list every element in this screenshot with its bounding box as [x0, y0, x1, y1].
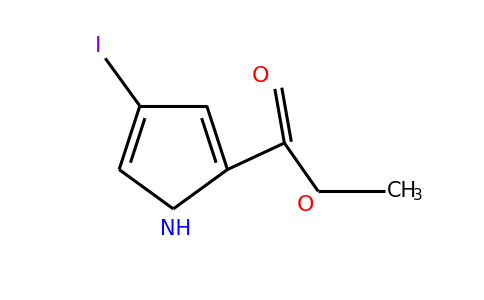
Text: 3: 3 — [412, 188, 422, 203]
Text: O: O — [297, 195, 314, 215]
Text: NH: NH — [160, 219, 191, 239]
Text: O: O — [251, 66, 269, 86]
Text: I: I — [95, 36, 101, 56]
Text: CH: CH — [387, 181, 417, 201]
